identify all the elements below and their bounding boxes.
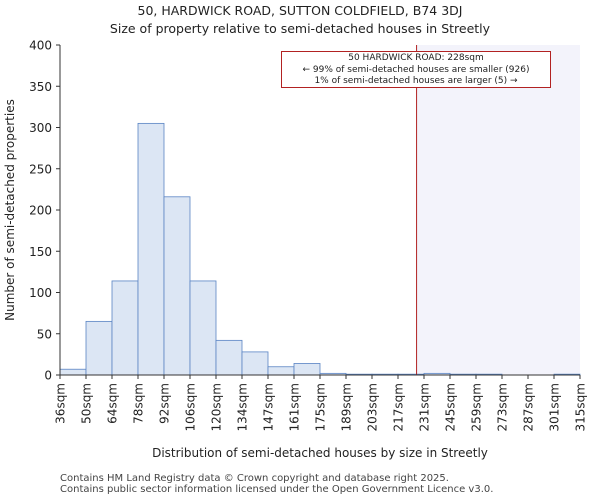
bar-134sqm — [241, 351, 269, 376]
x-tick-label-106sqm: 106sqm — [184, 383, 198, 431]
histogram-chart: 0 50 100 150 200 250 300 350 400 36sqm 50sqm 64sqm… — [3, 39, 588, 461]
y-tick-label-150: 150 — [29, 245, 52, 259]
property-annotation-box: 50 HARDWICK ROAD: 228sqm ← 99% of semi-d… — [281, 51, 551, 88]
bars-group — [59, 122, 581, 376]
annotation-line-1: 50 HARDWICK ROAD: 228sqm — [348, 53, 484, 63]
bar-106sqm — [189, 280, 217, 376]
x-tick-label-245sqm: 245sqm — [444, 383, 458, 431]
x-tick-label-161sqm: 161sqm — [288, 383, 302, 431]
y-tick-label-100: 100 — [29, 286, 52, 300]
x-tick-label-301sqm: 301sqm — [548, 383, 562, 431]
footer-licence: Contains public sector information licen… — [60, 484, 494, 495]
x-tick-label-287sqm: 287sqm — [522, 383, 536, 431]
chart-title: 50, HARDWICK ROAD, SUTTON COLDFIELD, B74… — [137, 3, 463, 18]
x-axis: 36sqm 50sqm 64sqm 78sqm 92sqm 106sqm 120sqm 134… — [54, 375, 588, 431]
bar-161sqm — [293, 363, 321, 376]
footer-copyright: Contains HM Land Registry data © Crown c… — [60, 473, 449, 484]
x-tick-label-175sqm: 175sqm — [314, 383, 328, 431]
chart-subtitle: Size of property relative to semi-detach… — [109, 21, 491, 36]
bar-50sqm — [85, 320, 113, 376]
x-tick-label-189sqm: 189sqm — [340, 383, 354, 431]
larger-properties-region — [416, 45, 580, 375]
bar-147sqm — [267, 366, 295, 376]
x-tick-label-92sqm: 92sqm — [158, 383, 172, 424]
x-tick-label-203sqm: 203sqm — [366, 383, 380, 431]
bar-120sqm — [215, 339, 243, 376]
x-tick-label-217sqm: 217sqm — [392, 383, 406, 431]
bar-36sqm — [59, 368, 87, 376]
x-tick-label-315sqm: 315sqm — [574, 383, 588, 431]
x-tick-label-78sqm: 78sqm — [132, 383, 146, 424]
x-tick-label-36sqm: 36sqm — [54, 383, 68, 424]
y-tick-label-0: 0 — [44, 369, 52, 383]
bar-92sqm — [163, 196, 191, 376]
x-tick-label-147sqm: 147sqm — [262, 383, 276, 431]
x-tick-label-134sqm: 134sqm — [236, 383, 250, 431]
y-tick-label-350: 350 — [29, 80, 52, 94]
x-tick-label-231sqm: 231sqm — [418, 383, 432, 431]
y-axis-label: Number of semi-detached properties — [3, 99, 17, 321]
x-tick-label-50sqm: 50sqm — [80, 383, 94, 424]
bar-78sqm — [137, 122, 165, 376]
y-tick-label-400: 400 — [29, 39, 52, 53]
y-tick-label-250: 250 — [29, 162, 52, 176]
x-tick-label-120sqm: 120sqm — [210, 383, 224, 431]
y-tick-label-300: 300 — [29, 121, 52, 135]
annotation-line-3: 1% of semi-detached houses are larger (5… — [314, 76, 518, 86]
y-tick-label-200: 200 — [29, 204, 52, 218]
x-axis-label: Distribution of semi-detached houses by … — [152, 446, 488, 460]
y-tick-label-50: 50 — [37, 327, 52, 341]
x-tick-label-273sqm: 273sqm — [496, 383, 510, 431]
x-tick-label-259sqm: 259sqm — [470, 383, 484, 431]
annotation-line-2: ← 99% of semi-detached houses are smalle… — [302, 64, 530, 75]
y-axis: 0 50 100 150 200 250 300 350 400 — [29, 39, 60, 383]
x-tick-label-64sqm: 64sqm — [106, 383, 120, 424]
bar-64sqm — [111, 280, 139, 376]
